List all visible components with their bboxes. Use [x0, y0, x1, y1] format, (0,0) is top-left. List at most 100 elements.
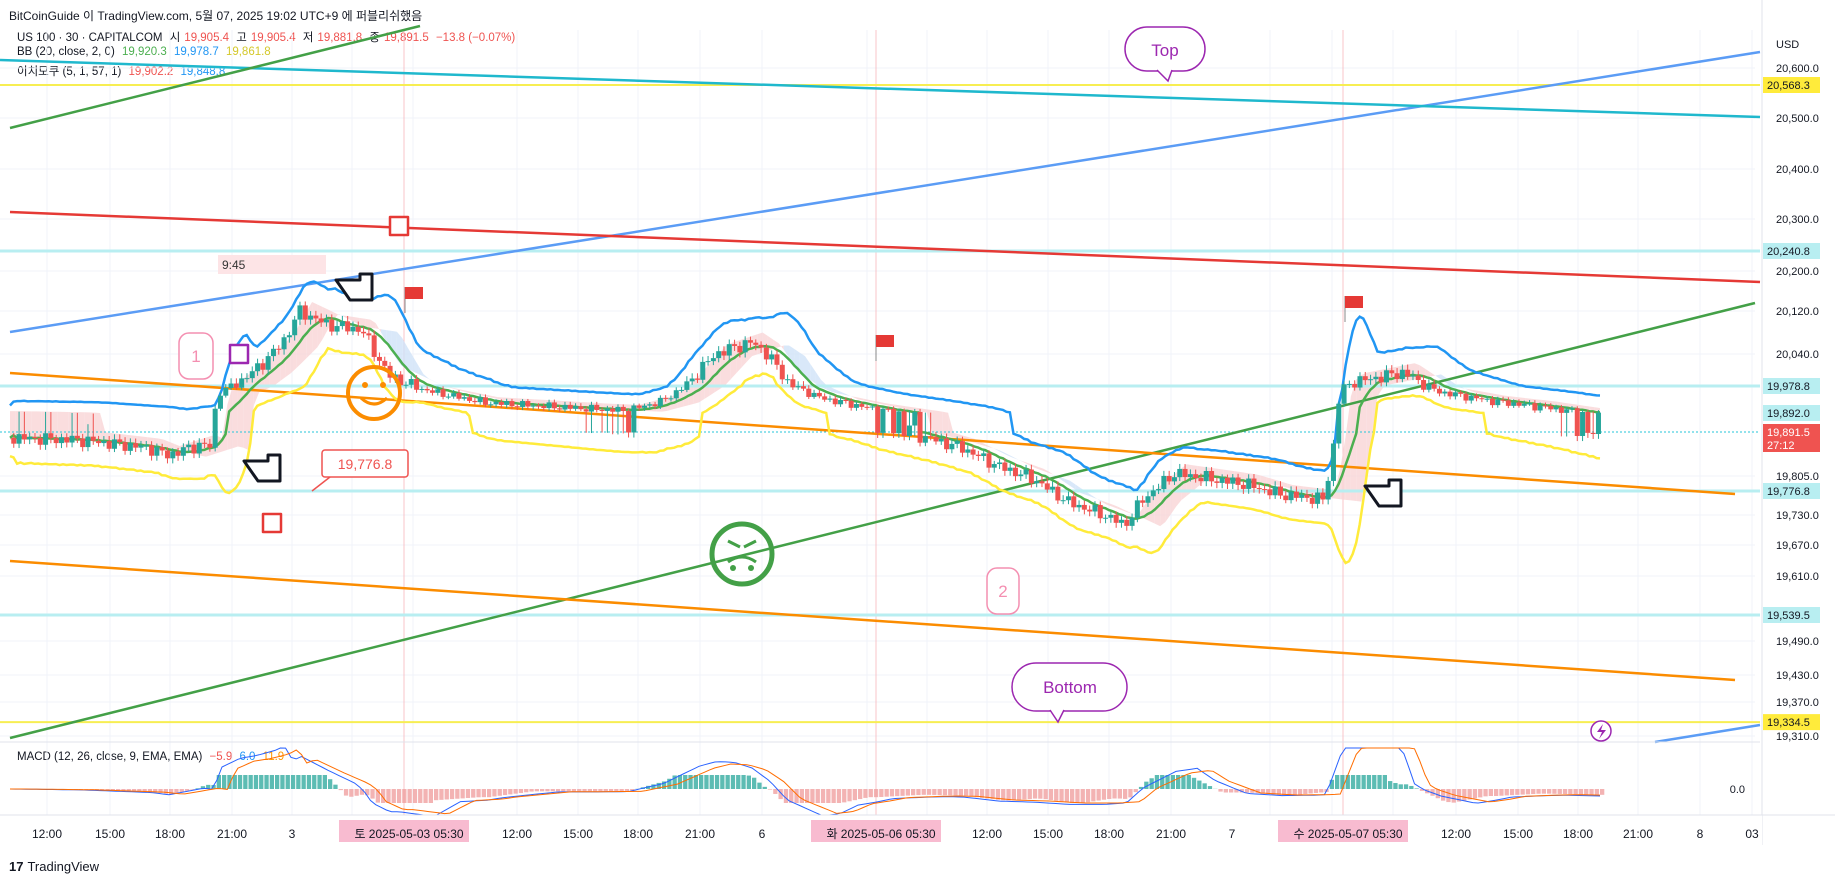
svg-text:19,334.5: 19,334.5 — [1767, 717, 1810, 729]
svg-text:1: 1 — [191, 347, 200, 366]
price-badge[interactable]: 19,776.8 — [1763, 483, 1820, 499]
flag-icon[interactable] — [875, 335, 894, 361]
x-tick-label: 12:00 — [32, 827, 62, 841]
x-tick-label: 12:00 — [502, 827, 532, 841]
wave-label-1[interactable]: 1 — [178, 332, 214, 380]
svg-text:화 2025-05-06 05:30: 화 2025-05-06 05:30 — [826, 827, 935, 841]
x-tick-label: 12:00 — [1441, 827, 1471, 841]
x-tick-label: 3 — [289, 827, 296, 841]
x-tick-label: 8 — [1697, 827, 1704, 841]
svg-text:27:12: 27:12 — [1767, 440, 1795, 452]
y-tick-label: 19,610.0 — [1776, 571, 1819, 583]
price-badge[interactable]: 19,334.5 — [1763, 714, 1820, 731]
svg-text:19,776.8: 19,776.8 — [1767, 486, 1810, 498]
y-tick-label: 20,600.0 — [1776, 63, 1819, 75]
svg-text:USD: USD — [1776, 39, 1799, 51]
svg-text:19,978.8: 19,978.8 — [1767, 381, 1810, 393]
low-value: 19,881.8 — [317, 32, 363, 44]
y-tick-label: 20,120.0 — [1776, 306, 1819, 318]
y-tick-label: 20,400.0 — [1776, 164, 1819, 176]
svg-text:2: 2 — [998, 582, 1007, 601]
svg-text:Bottom: Bottom — [1043, 678, 1097, 697]
svg-text:19,892.0: 19,892.0 — [1767, 408, 1810, 420]
price-badge[interactable]: 19,978.8 — [1763, 378, 1820, 394]
tradingview-logo-icon: 17 — [9, 859, 24, 874]
pointing-hand-icon[interactable] — [242, 453, 282, 483]
price-badge[interactable]: 20,240.8 — [1763, 243, 1820, 259]
y-tick-label: 20,300.0 — [1776, 214, 1819, 226]
open-label: 시 — [169, 32, 181, 44]
x-tick-label: 15:00 — [1503, 827, 1533, 841]
x-date-highlight: 수 2025-05-07 05:30 — [1278, 820, 1408, 842]
price-note[interactable]: 19,776.8 — [311, 449, 409, 492]
x-tick-label: 18:00 — [1563, 827, 1593, 841]
y-tick-label: 20,040.0 — [1776, 349, 1819, 361]
tradingview-brand[interactable]: 17 TradingView — [9, 859, 99, 874]
y-tick-label: 20,500.0 — [1776, 113, 1819, 125]
ichimoku-a-value: 19,902.2 — [128, 66, 174, 78]
small-hand-icon[interactable] — [228, 343, 250, 365]
svg-text:19,891.5: 19,891.5 — [1767, 427, 1810, 439]
svg-text:20,568.3: 20,568.3 — [1767, 80, 1810, 92]
bb-upper-value: 19,978.7 — [173, 46, 219, 58]
svg-text:19,776.8: 19,776.8 — [338, 456, 393, 472]
macd-hist-value: −5.9 — [209, 751, 233, 763]
small-hand-icon[interactable] — [388, 215, 410, 237]
price-badge[interactable]: 20,568.3 — [1763, 77, 1820, 93]
open-value: 19,905.4 — [184, 32, 230, 44]
symbol-legend[interactable]: US 100 · 30 · CAPITALCOM 시 19,905.4 고 19,9… — [17, 29, 519, 45]
bottom-callout[interactable]: Bottom — [1011, 662, 1128, 724]
bb-lower-value: 19,861.8 — [225, 46, 271, 58]
x-date-highlight: 토 2025-05-03 05:30 — [339, 820, 469, 842]
x-tick-label: 18:00 — [155, 827, 185, 841]
x-tick-label: 7 — [1229, 827, 1236, 841]
svg-text:Top: Top — [1151, 41, 1178, 60]
svg-text:토 2025-05-03 05:30: 토 2025-05-03 05:30 — [354, 827, 463, 841]
time-note[interactable]: 9:45 — [218, 255, 326, 274]
flag-icon[interactable] — [404, 287, 423, 313]
svg-text:19,539.5: 19,539.5 — [1767, 610, 1810, 622]
pointing-hand-icon[interactable] — [1363, 478, 1403, 508]
x-tick-label: 21:00 — [217, 827, 247, 841]
bb-label[interactable]: BB (20, close, 2, 0) — [17, 46, 115, 58]
svg-text:0.0: 0.0 — [1730, 784, 1745, 796]
price-badge[interactable]: 19,539.5 — [1763, 607, 1820, 623]
price-badge[interactable]: 19,891.527:12 — [1763, 424, 1820, 452]
y-tick-label: 19,805.0 — [1776, 471, 1819, 483]
y-tick-label: 19,430.0 — [1776, 670, 1819, 682]
low-label: 저 — [302, 32, 314, 44]
svg-text:수 2025-05-07 05:30: 수 2025-05-07 05:30 — [1293, 827, 1402, 841]
wave-label-2[interactable]: 2 — [986, 567, 1020, 615]
svg-text:20,240.8: 20,240.8 — [1767, 246, 1810, 258]
ichimoku-legend[interactable]: 이치모쿠 (5, 1, 57, 1) 19,902.2 19,848.8 — [17, 63, 229, 79]
x-tick-label: 18:00 — [1094, 827, 1124, 841]
price-badge[interactable]: 19,892.0 — [1763, 405, 1820, 421]
svg-text:9:45: 9:45 — [222, 258, 246, 272]
ichimoku-label[interactable]: 이치모쿠 (5, 1, 57, 1) — [17, 66, 122, 78]
alert-lightning-icon[interactable] — [1590, 720, 1612, 742]
flag-icon[interactable] — [1344, 296, 1363, 322]
symbol-name[interactable]: US 100 · 30 · CAPITALCOM — [17, 32, 163, 44]
top-callout[interactable]: Top — [1124, 26, 1206, 83]
pointing-hand-icon[interactable] — [334, 272, 374, 302]
y-tick-label: 20,200.0 — [1776, 266, 1819, 278]
smile-face-icon[interactable] — [346, 365, 402, 421]
y-tick-label: 19,370.0 — [1776, 697, 1819, 709]
x-tick-label: 15:00 — [563, 827, 593, 841]
x-tick-label: 12:00 — [972, 827, 1002, 841]
close-value: 19,891.5 — [383, 32, 429, 44]
x-tick-label: 21:00 — [1623, 827, 1653, 841]
small-hand-icon[interactable] — [261, 512, 283, 534]
macd-signal-value: 11.9 — [262, 751, 285, 763]
x-tick-label: 15:00 — [1033, 827, 1063, 841]
y-tick-label: 19,490.0 — [1776, 636, 1819, 648]
ichimoku-b-value: 19,848.8 — [180, 66, 226, 78]
y-tick-label: 19,730.0 — [1776, 510, 1819, 522]
x-date-highlight: 화 2025-05-06 05:30 — [811, 820, 941, 842]
y-tick-label: 19,670.0 — [1776, 540, 1819, 552]
sad-face-icon[interactable] — [709, 521, 775, 587]
bb-legend[interactable]: BB (20, close, 2, 0) 19,920.3 19,978.7 1… — [17, 46, 275, 58]
y-tick-label: 19,310.0 — [1776, 731, 1819, 743]
change-value: −13.8 (−0.07%) — [435, 32, 516, 44]
